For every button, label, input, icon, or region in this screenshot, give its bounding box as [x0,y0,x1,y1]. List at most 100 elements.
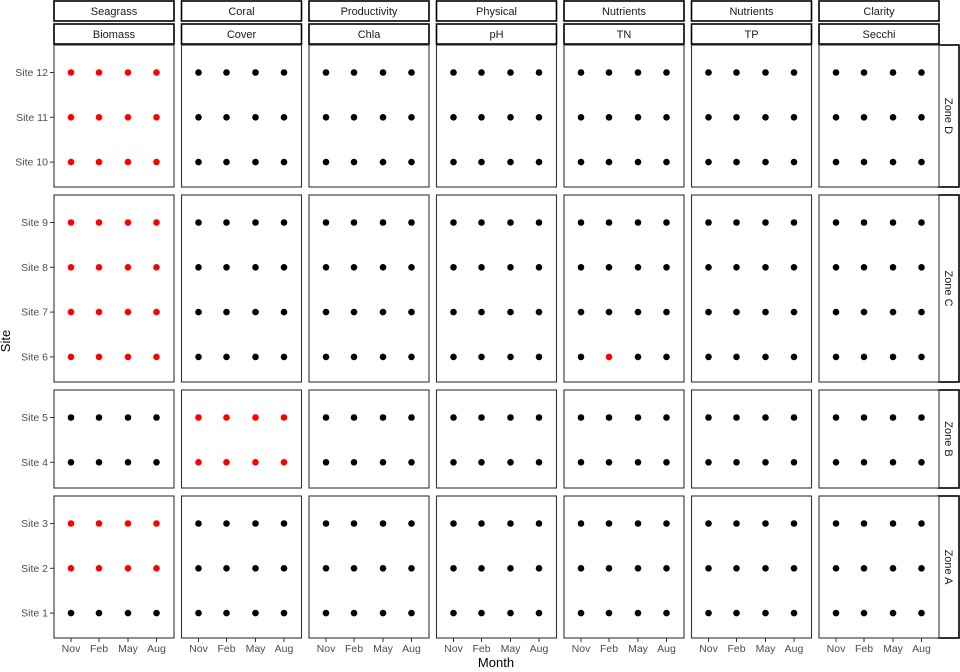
point-tn-site-3-feb [605,520,613,527]
point-secchi-site-11-may [889,114,897,121]
point-biomass-site-5-may [124,414,132,421]
point-cover-site-10-feb [223,158,230,166]
point-tp-site-12-nov [705,69,712,76]
point-cover-site-5-aug [280,414,288,421]
point-tn-site-12-nov [577,69,585,76]
variable-strip-label: TN [617,29,632,41]
point-ph-site-11-aug [535,114,543,121]
point-secchi-site-9-may [889,219,897,226]
variable-strip-label: Biomass [93,29,136,41]
point-tp-site-2-aug [790,565,798,572]
point-biomass-site-6-nov [67,353,75,361]
group-strip-label: Productivity [341,6,398,18]
point-ph-site-3-may [507,520,514,527]
facet-panel [435,194,558,383]
point-tp-site-3-nov [705,520,712,527]
x-tick-label: Nov [699,643,718,655]
point-tp-site-4-nov [705,459,712,466]
point-secchi-site-9-feb [860,219,868,226]
point-ph-site-5-aug [535,414,543,421]
point-chla-site-2-aug [408,565,415,572]
point-biomass-site-11-nov [67,114,75,121]
point-tp-site-4-feb [733,459,740,466]
point-chla-site-4-may [379,459,387,466]
point-tp-site-8-feb [733,264,740,271]
point-biomass-site-8-nov [67,264,75,271]
x-tick-label: May [118,643,139,655]
point-tn-site-12-aug [663,69,670,76]
point-ph-site-1-aug [535,609,543,617]
point-cover-site-9-may [252,219,259,226]
facet-panel [435,389,558,489]
point-ph-site-12-may [507,69,514,76]
point-biomass-site-8-aug [153,264,160,271]
variable-strip [818,23,940,45]
point-secchi-site-5-nov [832,414,840,421]
point-tp-site-9-may [762,219,769,226]
point-cover-site-3-aug [280,520,288,527]
point-biomass-site-7-may [124,308,132,316]
point-ph-site-2-feb [478,565,485,572]
point-cover-site-7-nov [195,308,202,316]
point-tn-site-7-may [634,308,642,316]
point-chla-site-10-aug [408,158,415,166]
point-secchi-site-3-nov [832,520,840,527]
y-tick-label: Site 1 [21,608,48,620]
point-chla-site-9-may [379,219,387,226]
point-chla-site-4-feb [350,459,358,466]
point-ph-site-9-may [507,219,514,226]
variable-strip [563,23,685,45]
point-ph-site-11-feb [478,114,485,121]
point-ph-site-6-feb [478,353,485,361]
point-tp-site-1-aug [790,609,798,617]
y-tick-label: Site 5 [21,412,48,424]
point-tp-site-11-feb [733,114,740,121]
point-secchi-site-6-may [889,353,897,361]
point-chla-site-8-may [379,264,387,271]
x-tick-label: Feb [600,643,618,655]
variable-strip [53,23,175,45]
point-tp-site-6-may [762,353,769,361]
point-tp-site-11-aug [790,114,798,121]
x-tick-label: Feb [727,643,745,655]
point-cover-site-4-nov [195,459,202,466]
point-secchi-site-9-aug [918,219,925,226]
point-secchi-site-12-feb [860,69,868,76]
point-ph-site-6-may [507,353,514,361]
point-ph-site-6-aug [535,353,543,361]
point-ph-site-4-feb [478,459,485,466]
point-chla-site-11-nov [322,114,330,121]
point-ph-site-8-feb [478,264,485,271]
point-secchi-site-5-feb [860,414,868,421]
point-ph-site-9-aug [535,219,543,226]
point-tp-site-5-may [762,414,769,421]
facet-panel [563,194,685,383]
point-cover-site-12-aug [280,69,288,76]
point-secchi-site-10-feb [860,158,868,166]
point-tp-site-12-aug [790,69,798,76]
x-tick-label: May [883,643,904,655]
point-chla-site-5-may [379,414,387,421]
y-tick-label: Site 8 [21,262,48,274]
point-cover-site-6-nov [195,353,202,361]
facet-panel [308,194,430,383]
point-cover-site-10-aug [280,158,288,166]
point-tp-site-12-feb [733,69,740,76]
point-tp-site-8-aug [790,264,798,271]
point-tp-site-10-nov [705,158,712,166]
point-cover-site-5-nov [195,414,202,421]
group-strip-label: Nutrients [729,6,774,18]
point-cover-site-2-aug [280,565,288,572]
point-tp-site-7-feb [733,308,740,316]
point-cover-site-12-feb [223,69,230,76]
point-tn-site-11-may [634,114,642,121]
point-biomass-site-12-aug [153,69,160,76]
point-tp-site-9-aug [790,219,798,226]
x-tick-label: Aug [785,643,804,655]
point-tp-site-2-feb [733,565,740,572]
point-cover-site-1-feb [223,609,230,617]
point-chla-site-4-nov [322,459,330,466]
point-ph-site-10-aug [535,158,543,166]
point-ph-site-7-nov [450,308,457,316]
point-tp-site-10-feb [733,158,740,166]
